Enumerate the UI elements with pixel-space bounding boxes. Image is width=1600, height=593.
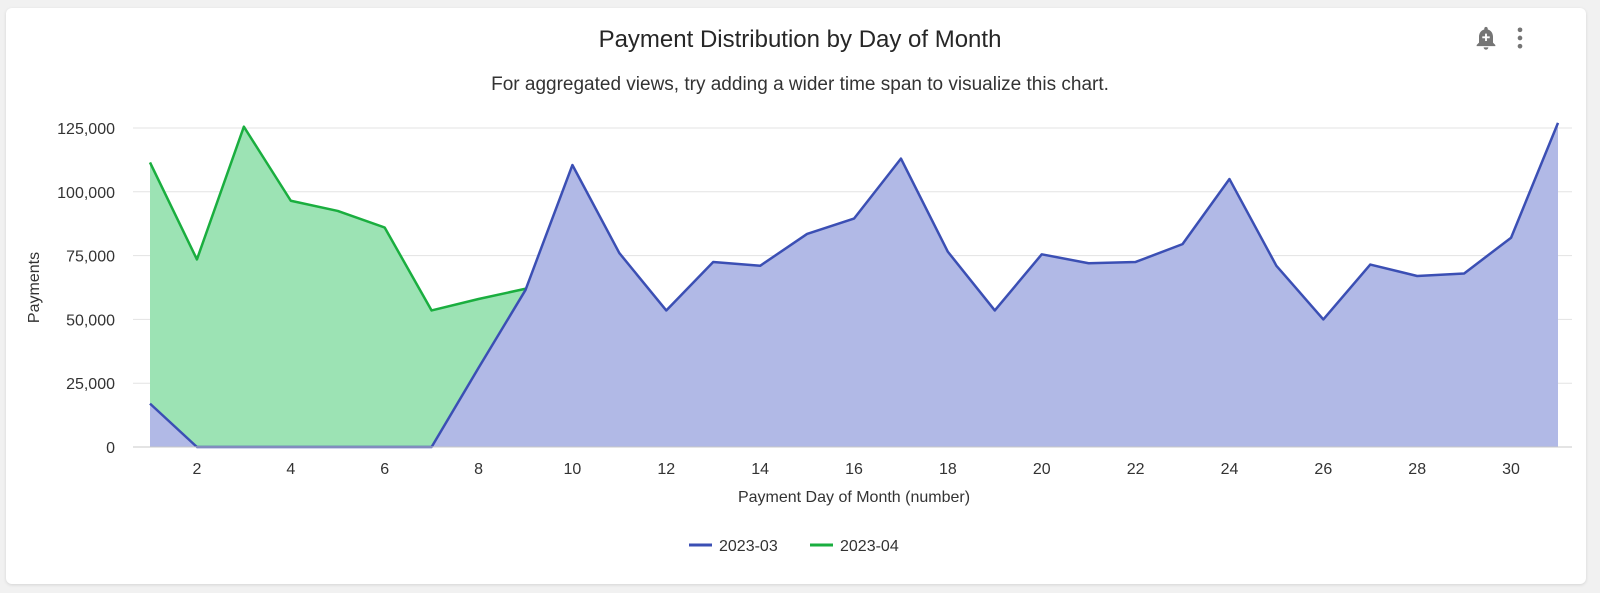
kebab-menu-icon [1517,27,1523,49]
x-axis-label: Payment Day of Month (number) [738,489,970,506]
x-tick-label: 10 [564,461,582,478]
x-tick-label: 22 [1127,461,1145,478]
legend[interactable]: 2023-03 2023-04 [689,538,899,555]
x-tick-label: 18 [939,461,957,478]
bell-plus-icon [1476,26,1496,50]
more-vertical-icon[interactable] [1506,24,1534,52]
x-tick-label: 16 [845,461,863,478]
add-alert-icon[interactable] [1472,24,1500,52]
x-tick-label: 4 [286,461,295,478]
legend-item-2023-03[interactable]: 2023-03 [689,538,778,555]
legend-label: 2023-03 [719,538,778,555]
legend-item-2023-04[interactable]: 2023-04 [810,538,899,555]
y-tick-label: 25,000 [66,376,115,393]
x-tick-label: 26 [1314,461,1332,478]
x-tick-label: 24 [1221,461,1239,478]
chart-title: Payment Distribution by Day of Month [598,26,1002,53]
x-tick-label: 30 [1502,461,1520,478]
y-tick-label: 0 [106,440,115,457]
x-tick-label: 20 [1033,461,1051,478]
y-tick-label: 50,000 [66,312,115,329]
x-tick-label: 6 [380,461,389,478]
x-tick-label: 2 [192,461,201,478]
chart-subtitle: For aggregated views, try adding a wider… [491,74,1109,95]
x-tick-label: 8 [474,461,483,478]
line-2023-04[interactable] [148,125,526,312]
x-tick-label: 14 [751,461,769,478]
legend-label: 2023-04 [840,538,899,555]
area-2023-04 [150,126,526,447]
x-tick-label: 28 [1408,461,1426,478]
y-axis-label: Payments [26,252,43,323]
x-tick-label: 12 [657,461,675,478]
y-tick-label: 100,000 [57,185,115,202]
y-tick-label: 125,000 [57,121,115,138]
area-2023-03 [150,122,1558,448]
series-areas [150,122,1558,448]
y-tick-label: 75,000 [66,249,115,266]
